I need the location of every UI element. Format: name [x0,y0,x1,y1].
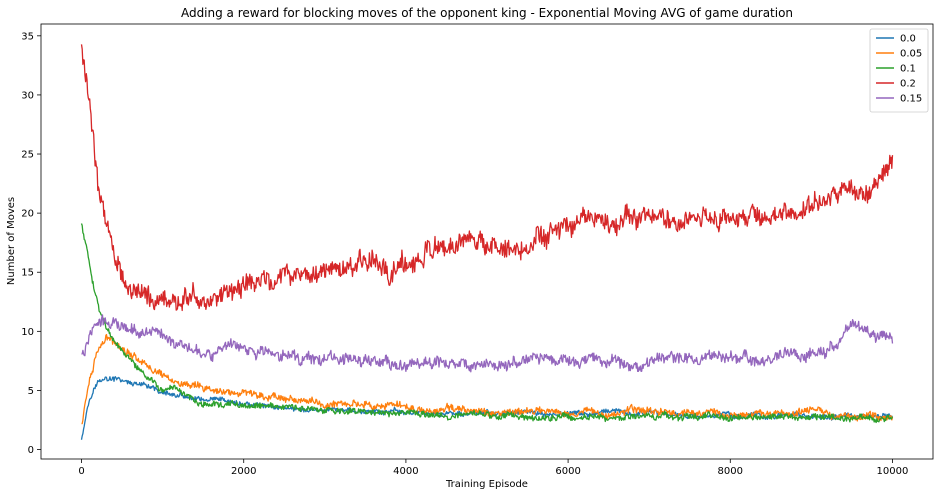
series-line-0.1 [80,223,894,424]
series-layer [80,44,894,440]
legend-entry: 0.15 [900,94,922,105]
series-line-0.0 [80,376,893,440]
y-tick-label: 30 [21,90,34,101]
y-axis-label: Number of Moves [6,197,17,285]
y-axis: 0 5 10 15 20 25 30 35 [21,31,41,456]
x-tick-label: 2000 [231,466,256,477]
chart-title: Adding a reward for blocking moves of th… [181,6,793,20]
legend-box [869,28,929,113]
y-tick-label: 20 [21,209,34,220]
legend-entry: 0.05 [900,49,922,60]
legend-entry: 0.2 [900,79,916,90]
legend-entry: 0.0 [900,34,916,45]
series-line-0.15 [81,314,894,373]
y-tick-label: 0 [28,445,34,456]
y-tick-label: 35 [21,31,34,42]
y-tick-label: 25 [21,150,34,161]
x-tick-label: 0 [78,466,84,477]
plot-frame [40,23,934,460]
x-axis: 0 2000 4000 6000 8000 10000 [78,459,908,477]
x-tick-label: 4000 [393,466,418,477]
y-tick-label: 5 [28,386,34,397]
x-tick-label: 10000 [877,466,909,477]
y-tick-label: 15 [21,268,34,279]
series-line-0.05 [81,333,894,425]
series-line-0.2 [80,44,894,312]
legend: 0.0 0.05 0.1 0.2 0.15 [869,28,929,113]
x-tick-label: 8000 [718,466,743,477]
x-tick-label: 6000 [555,466,580,477]
x-axis-label: Training Episode [445,479,528,490]
legend-entry: 0.1 [900,64,916,75]
y-tick-label: 10 [21,327,34,338]
